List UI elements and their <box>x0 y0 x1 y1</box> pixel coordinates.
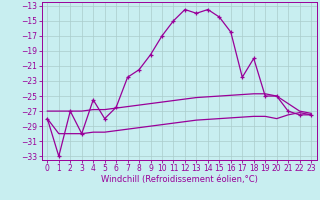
X-axis label: Windchill (Refroidissement éolien,°C): Windchill (Refroidissement éolien,°C) <box>101 175 258 184</box>
